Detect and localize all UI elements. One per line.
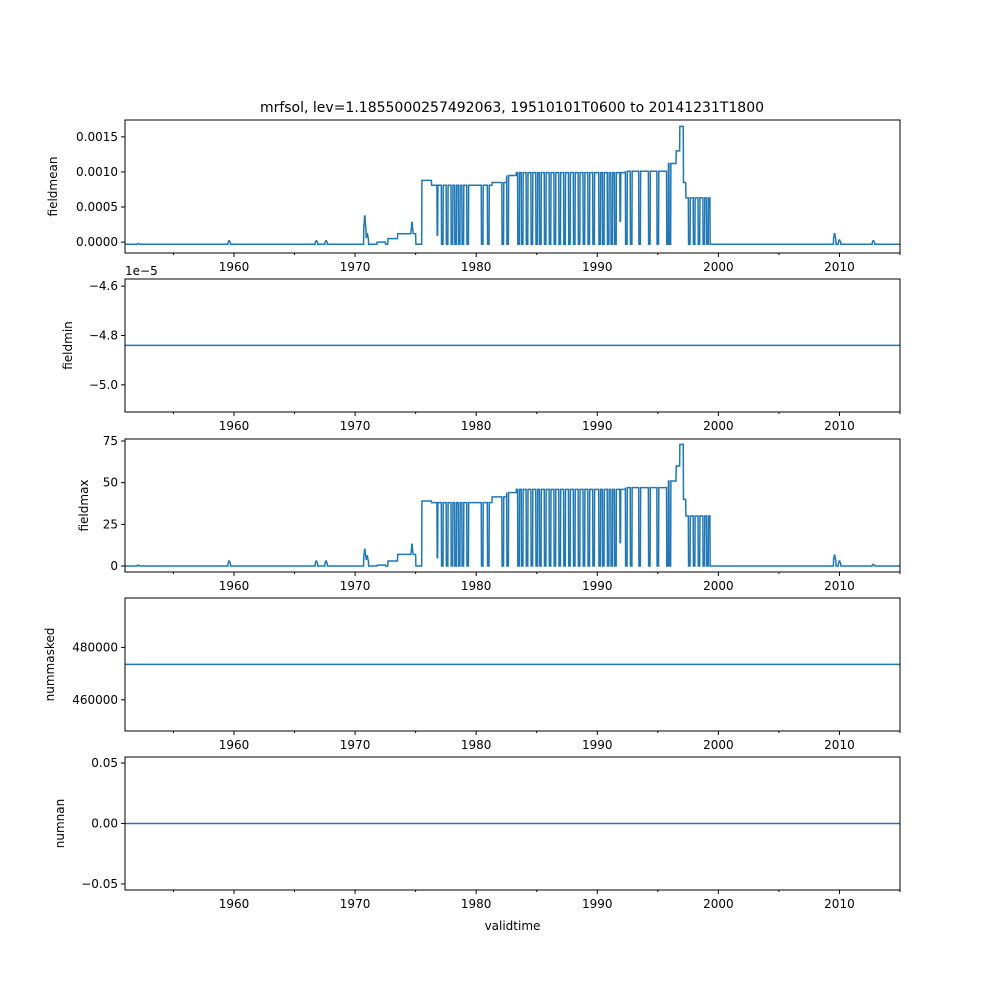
series-line-fieldmean	[125, 125, 900, 245]
x-tick-label: 1960	[219, 579, 250, 593]
y-tick-label: 50	[103, 476, 118, 490]
x-tick-label: 1980	[461, 260, 492, 274]
x-tick-label: 2000	[703, 897, 734, 911]
chart-title: mrfsol, lev=1.1855000257492063, 19510101…	[260, 100, 764, 116]
y-tick-label: −4.6	[89, 279, 118, 293]
x-tick-label: 1990	[582, 738, 613, 752]
x-tick-label: 1970	[340, 897, 371, 911]
x-tick-label: 1980	[461, 579, 492, 593]
x-tick-label: 2010	[824, 897, 855, 911]
y-tick-label: 0.0000	[76, 235, 118, 249]
y-tick-label: 480000	[72, 640, 118, 654]
x-tick-label: 2000	[703, 579, 734, 593]
y-axis-label: fieldmean	[46, 157, 60, 217]
y-tick-label: 0.0015	[76, 130, 118, 144]
y-tick-label: 0.00	[91, 817, 118, 831]
y-axis-label: nummasked	[43, 628, 57, 702]
axes-frame-fieldmin	[124, 278, 901, 413]
x-tick-label: 1960	[219, 419, 250, 433]
x-tick-label: 2000	[703, 260, 734, 274]
y-tick-label: 460000	[72, 693, 118, 707]
y-axis-label: fieldmax	[77, 479, 91, 531]
x-tick-label: 1980	[461, 897, 492, 911]
x-tick-label: 1960	[219, 897, 250, 911]
y-axis-label: fieldmin	[61, 321, 75, 370]
x-tick-label: 1990	[582, 419, 613, 433]
x-tick-label: 1970	[340, 419, 371, 433]
series-line-fieldmax	[125, 443, 900, 567]
y-tick-label: 0	[110, 559, 118, 573]
x-tick-label: 1990	[582, 579, 613, 593]
x-tick-label: 1990	[582, 260, 613, 274]
y-tick-label: −0.05	[81, 877, 118, 891]
y-offset-text: 1e−5	[125, 264, 158, 278]
x-tick-label: 2010	[824, 419, 855, 433]
x-tick-label: 1970	[340, 260, 371, 274]
x-tick-label: 1960	[219, 260, 250, 274]
x-tick-label: 2000	[703, 419, 734, 433]
x-tick-label: 2010	[824, 260, 855, 274]
x-axis-label: validtime	[485, 919, 541, 933]
x-tick-label: 1980	[461, 419, 492, 433]
x-tick-label: 2010	[824, 579, 855, 593]
y-tick-label: 75	[103, 434, 118, 448]
y-tick-label: 0.0005	[76, 200, 118, 214]
y-tick-label: 0.0010	[76, 165, 118, 179]
axes-frame-fieldmean	[124, 119, 901, 254]
axes-frame-fieldmax	[124, 438, 901, 573]
x-tick-label: 1970	[340, 579, 371, 593]
x-tick-label: 1980	[461, 738, 492, 752]
y-tick-label: −4.8	[89, 329, 118, 343]
x-tick-label: 2010	[824, 738, 855, 752]
y-tick-label: 0.05	[91, 756, 118, 770]
x-tick-label: 1990	[582, 897, 613, 911]
y-tick-label: 25	[103, 517, 118, 531]
x-tick-label: 1970	[340, 738, 371, 752]
y-axis-label: numnan	[53, 799, 67, 848]
y-tick-label: −5.0	[89, 378, 118, 392]
x-tick-label: 2000	[703, 738, 734, 752]
x-tick-label: 1960	[219, 738, 250, 752]
axes-frame-nummasked	[124, 597, 901, 732]
